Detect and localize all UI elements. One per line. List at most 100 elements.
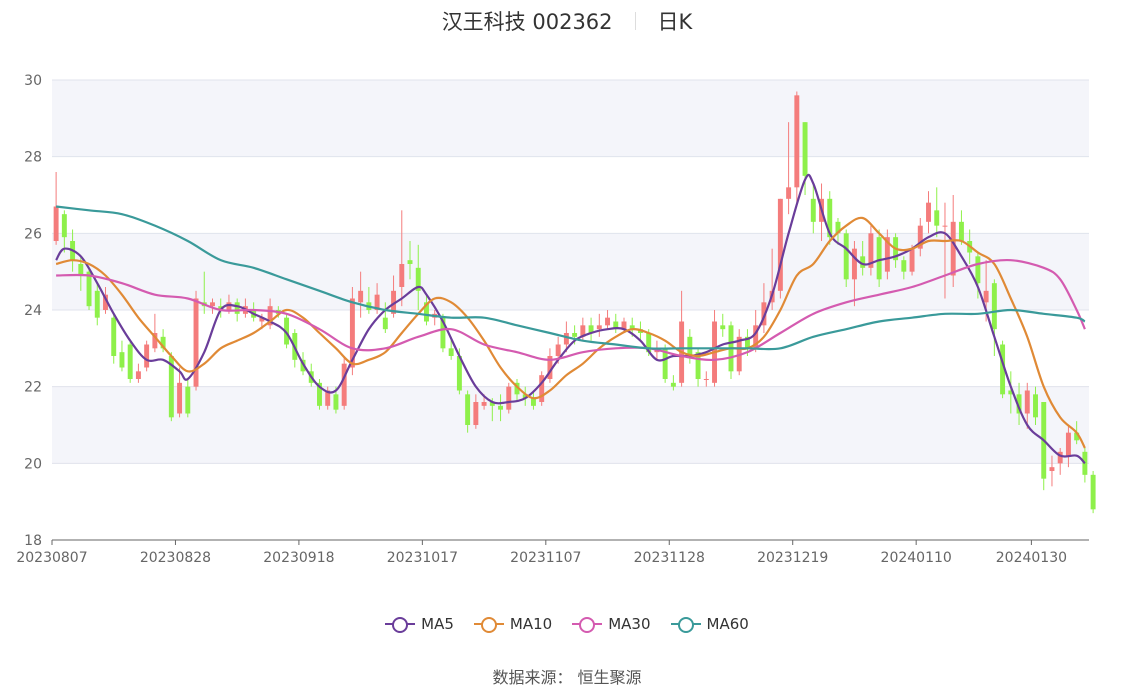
candle-body bbox=[103, 294, 108, 310]
candle-body bbox=[53, 206, 59, 241]
line-ma30 bbox=[56, 258, 1086, 362]
candle-body bbox=[78, 264, 84, 276]
legend-marker-icon bbox=[572, 617, 603, 633]
legend-marker-icon bbox=[670, 617, 701, 633]
candle-body bbox=[605, 317, 611, 326]
legend-item-ma60[interactable]: MA60 bbox=[670, 615, 749, 633]
grid-band bbox=[52, 386, 1089, 464]
period-label[interactable]: 日K bbox=[657, 10, 693, 34]
legend-label: MA5 bbox=[421, 615, 454, 633]
candle-body bbox=[1008, 390, 1014, 395]
candle-body bbox=[415, 267, 421, 291]
y-tick-label: 18 bbox=[24, 533, 42, 549]
legend-label: MA60 bbox=[706, 615, 749, 633]
stock-title: 汉王科技 002362 bbox=[441, 10, 613, 34]
y-tick-label: 28 bbox=[24, 150, 42, 166]
legend-item-ma10[interactable]: MA10 bbox=[473, 615, 553, 633]
grid-band bbox=[52, 80, 1089, 157]
candle-body bbox=[794, 95, 800, 188]
candle-body bbox=[909, 248, 915, 272]
candle-body bbox=[1024, 390, 1030, 414]
candle-body bbox=[1074, 432, 1080, 441]
candle-body bbox=[1049, 467, 1055, 471]
candle-body bbox=[786, 187, 792, 199]
legend-marker-icon bbox=[385, 617, 416, 633]
candle-body bbox=[185, 386, 191, 414]
candle-body bbox=[687, 336, 693, 356]
candle-body bbox=[506, 386, 512, 410]
candle-body bbox=[588, 325, 594, 333]
candle-body bbox=[876, 237, 882, 280]
candle-body bbox=[94, 290, 100, 318]
candle-body bbox=[358, 290, 364, 303]
candle-body bbox=[646, 333, 652, 353]
candle-body bbox=[514, 382, 520, 395]
candle-body bbox=[448, 348, 454, 356]
candle-body bbox=[481, 402, 487, 406]
candle-body bbox=[670, 382, 676, 387]
x-tick-label: 20230828 bbox=[140, 550, 211, 566]
candle-body bbox=[753, 325, 759, 349]
legend-label: MA10 bbox=[509, 615, 553, 633]
candle-body bbox=[934, 210, 940, 226]
y-tick-label: 20 bbox=[24, 456, 42, 472]
candle-body bbox=[547, 356, 553, 379]
chart-legend: MA5 MA10 MA30 MA60 bbox=[0, 612, 1134, 636]
candle-body bbox=[539, 375, 545, 402]
candle-body bbox=[563, 333, 569, 345]
x-tick-label: 20231017 bbox=[387, 550, 458, 566]
candle-body bbox=[662, 348, 668, 379]
candle-body bbox=[843, 233, 849, 280]
candle-body bbox=[777, 198, 783, 291]
candle-body bbox=[333, 394, 339, 410]
candle-body bbox=[349, 298, 355, 368]
candle-body bbox=[135, 371, 141, 379]
candle-body bbox=[144, 344, 150, 368]
candle-body bbox=[596, 325, 602, 330]
candle-body bbox=[827, 198, 833, 238]
candle-body bbox=[802, 122, 808, 176]
x-tick-label: 20240130 bbox=[996, 550, 1067, 566]
candle-body bbox=[720, 325, 726, 330]
candle-body bbox=[440, 317, 446, 349]
candle-body bbox=[127, 344, 133, 379]
candle-body bbox=[884, 237, 890, 272]
line-ma10 bbox=[55, 216, 1086, 449]
candle-body bbox=[629, 325, 635, 330]
legend-item-ma5[interactable]: MA5 bbox=[385, 615, 454, 633]
x-tick-label: 20240110 bbox=[881, 550, 952, 566]
candle-body bbox=[193, 298, 199, 387]
candle-body bbox=[424, 302, 429, 322]
candle-body bbox=[901, 260, 907, 272]
candle-body bbox=[810, 198, 816, 222]
candle-body bbox=[168, 356, 174, 418]
legend-item-ma30[interactable]: MA30 bbox=[572, 615, 651, 633]
candle-body bbox=[226, 302, 232, 310]
candle-body bbox=[1033, 394, 1038, 418]
candle-body bbox=[983, 290, 989, 303]
candle-body bbox=[555, 344, 561, 356]
candle-body bbox=[317, 382, 322, 406]
candle-body bbox=[975, 256, 981, 284]
candle-body bbox=[119, 352, 125, 368]
candle-body bbox=[1000, 344, 1006, 395]
candle-body bbox=[465, 394, 471, 425]
candle-body bbox=[210, 302, 215, 307]
legend-label: MA30 bbox=[608, 615, 651, 633]
candle-body bbox=[160, 336, 166, 349]
title-divider bbox=[634, 12, 636, 30]
y-tick-label: 24 bbox=[24, 303, 42, 319]
candle-body bbox=[835, 221, 841, 234]
candle-body bbox=[851, 248, 857, 280]
x-tick-label: 20231128 bbox=[634, 550, 705, 566]
candle-body bbox=[498, 405, 504, 410]
candle-body bbox=[860, 256, 866, 268]
candle-body bbox=[868, 233, 874, 268]
candle-body bbox=[703, 379, 709, 380]
candle-body bbox=[958, 221, 964, 241]
y-tick-label: 22 bbox=[24, 380, 42, 396]
candle-body bbox=[950, 221, 956, 276]
candle-body bbox=[382, 317, 388, 330]
candle-body bbox=[522, 394, 528, 399]
